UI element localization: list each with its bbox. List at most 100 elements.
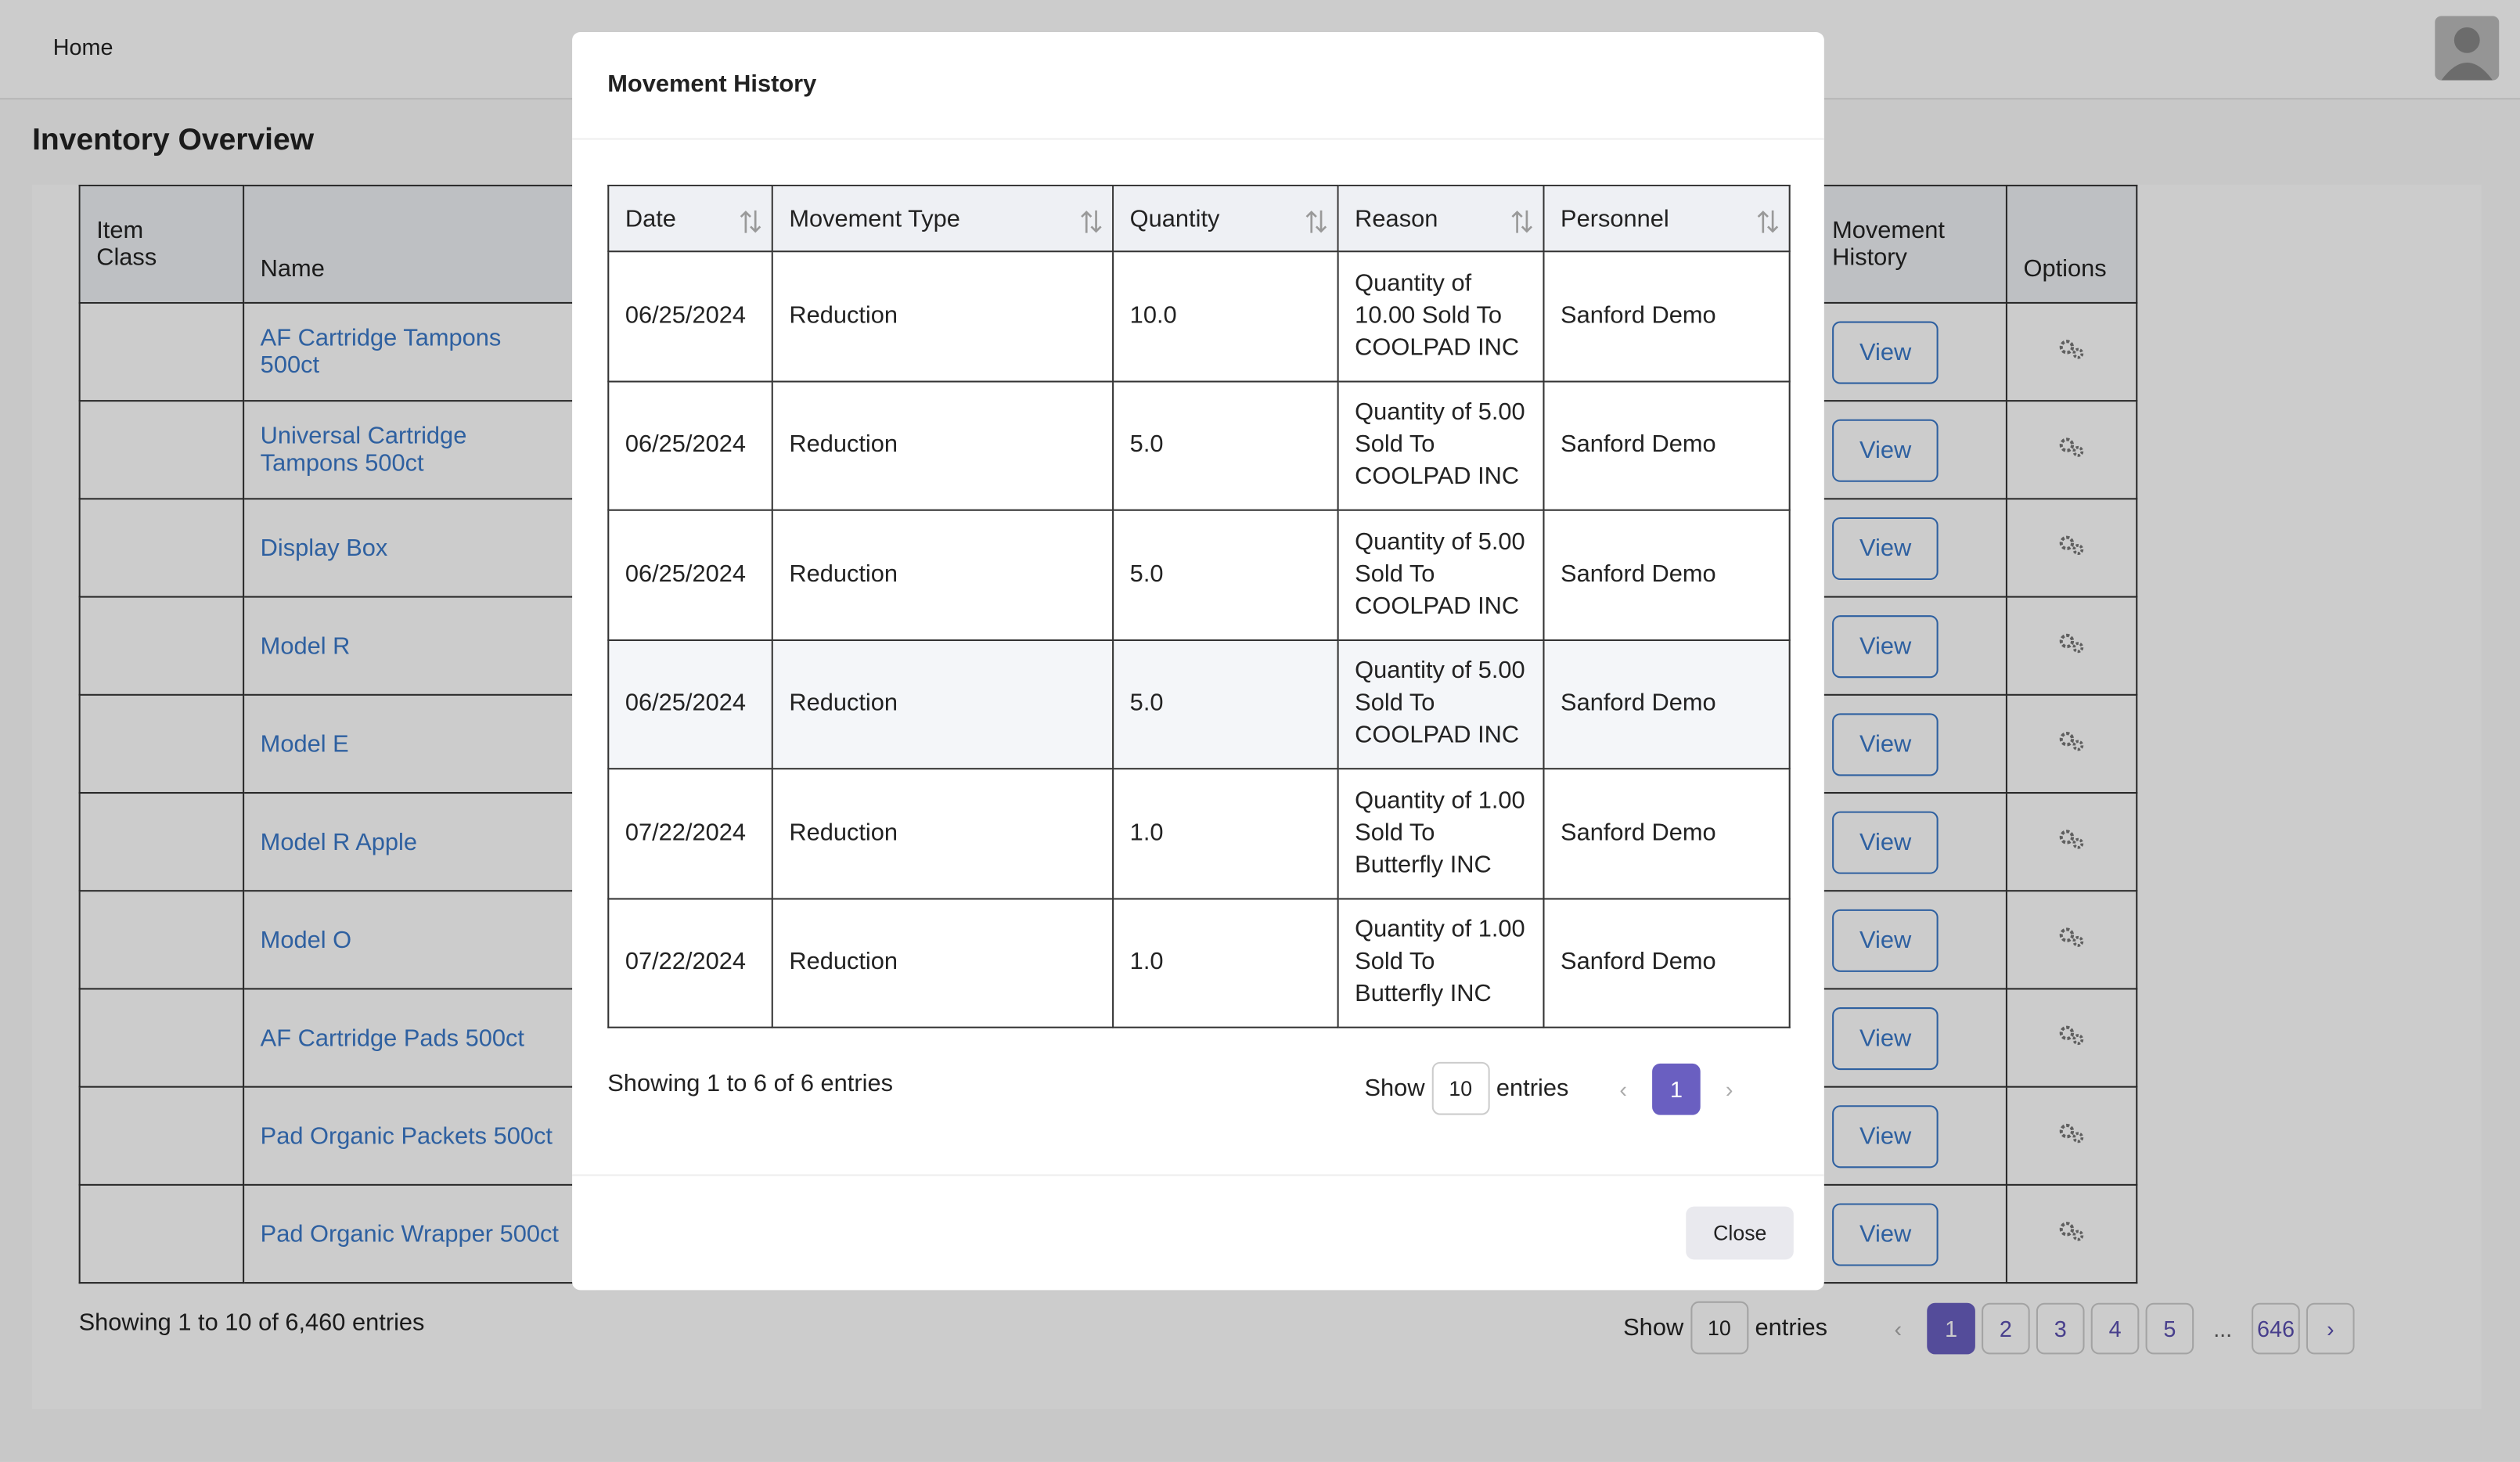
date-cell: 06/25/2024 [607,380,773,511]
item-class-cell [78,988,245,1088]
type-cell: Reduction [771,768,1114,899]
quantity-cell: 1.0 [1112,897,1339,1028]
page-size-select[interactable]: 10 [1690,1301,1749,1355]
header-cell[interactable]: Movement Type [771,185,1114,253]
item-class-cell [78,498,245,598]
view-button[interactable]: View [1832,712,1939,776]
options-icon[interactable] [2057,1025,2086,1053]
name-cell: Model O [243,890,582,990]
modal: Movement History Date Movement Type Quanti… [572,32,1824,1291]
prev-page[interactable]: ‹ [1619,1075,1627,1102]
view-button[interactable]: View [1832,418,1939,481]
item-link[interactable]: Model O [260,926,352,954]
item-class-cell [78,596,245,696]
date-cell: 07/22/2024 [607,897,773,1028]
type-cell: Reduction [771,380,1114,511]
options-cell [2005,1183,2138,1284]
item-link[interactable]: Model R Apple [260,828,418,856]
options-icon[interactable] [2057,1221,2086,1248]
item-link[interactable]: Pad Organic Packets 500ct [260,1122,553,1150]
view-button[interactable]: View [1832,810,1939,873]
header-cell[interactable]: Personnel [1543,185,1791,253]
view-button[interactable]: View [1832,320,1939,384]
header-cell[interactable]: Name [243,185,582,304]
next-page[interactable]: › [1725,1075,1733,1102]
options-cell [2005,693,2138,794]
history-cell: View [1814,400,2007,500]
next-page[interactable]: › [2306,1302,2355,1354]
table-info: Showing 1 to 10 of 6,460 entries [78,1309,425,1337]
view-button[interactable]: View [1832,516,1939,579]
options-icon[interactable] [2057,535,2086,563]
page-button[interactable]: 4 [2090,1302,2140,1354]
options-icon[interactable] [2057,437,2086,464]
page-button[interactable]: 2 [1982,1302,2030,1354]
date-cell: 07/22/2024 [607,768,773,899]
close-button[interactable]: Close [1686,1206,1795,1260]
item-link[interactable]: AF Cartridge Pads 500ct [260,1024,524,1052]
options-cell [2005,1086,2138,1186]
options-icon[interactable] [2057,339,2086,366]
header-cell[interactable]: Quantity [1112,185,1339,253]
item-link[interactable]: AF Cartridge Tampons 500ct [260,324,502,380]
date-cell: 06/25/2024 [607,638,773,770]
header-cell[interactable]: Item Class [78,185,245,304]
show-label: Show [1623,1314,1684,1342]
sort-icon [1757,209,1780,241]
options-icon[interactable] [2057,829,2086,856]
view-button[interactable]: View [1832,614,1939,678]
page-button[interactable]: 1 [1927,1302,1975,1354]
item-class-cell [78,693,245,794]
options-icon[interactable] [2057,633,2086,661]
reason-cell: Quantity of 5.00 Sold To COOLPAD INC [1337,380,1545,511]
history-cell: View [1814,301,2007,402]
date-cell: 06/25/2024 [607,509,773,640]
reason-cell: Quantity of 10.00 Sold To COOLPAD INC [1337,250,1545,382]
name-cell: Pad Organic Wrapper 500ct [243,1183,582,1284]
item-class-cell [78,301,245,402]
name-cell: Model R [243,596,582,696]
page-button[interactable]: 3 [2036,1302,2085,1354]
header-label: Movement Type [789,204,960,232]
view-button[interactable]: View [1832,1006,1939,1070]
quantity-cell: 10.0 [1112,250,1339,382]
page-button[interactable]: ... [2213,1315,2233,1341]
name-cell: Display Box [243,498,582,598]
header-cell[interactable]: Date [607,185,773,253]
movement-table: Date Movement Type Quantity Reason Personnel… [607,185,1791,1028]
modal-title: Movement History [607,70,817,99]
options-icon[interactable] [2057,927,2086,954]
page-button[interactable]: 646 [2252,1302,2300,1354]
options-cell [2005,791,2138,892]
type-cell: Reduction [771,509,1114,640]
table-body: 06/25/2024 Reduction 10.0 Quantity of 10.00… [607,250,1791,1028]
page-button[interactable]: 1 [1652,1062,1701,1115]
view-button[interactable]: View [1832,1202,1939,1266]
avatar[interactable] [2435,16,2500,81]
view-button[interactable]: View [1832,908,1939,971]
item-link[interactable]: Model R [260,632,351,660]
options-cell [2005,301,2138,402]
reason-cell: Quantity of 1.00 Sold To Butterfly INC [1337,768,1545,899]
options-cell [2005,890,2138,990]
options-icon[interactable] [2057,1123,2086,1151]
item-link[interactable]: Display Box [260,534,388,562]
prev-page[interactable]: ‹ [1894,1315,1903,1341]
view-button[interactable]: View [1832,1104,1939,1168]
item-class-cell [78,400,245,500]
header-label: Options [2023,255,2107,283]
page-button[interactable]: 5 [2145,1302,2194,1354]
header-cell[interactable]: Movement History [1814,185,2007,304]
item-link[interactable]: Universal Cartridge Tampons 500ct [260,422,467,477]
header-cell[interactable]: Reason [1337,185,1545,253]
page-size-select[interactable]: 10 [1431,1061,1490,1115]
item-link[interactable]: Model E [260,729,349,758]
options-icon[interactable] [2057,731,2086,758]
header-label: Movement History [1832,217,1945,272]
show-label: Show [1364,1075,1425,1103]
item-link[interactable]: Pad Organic Wrapper 500ct [260,1220,559,1248]
history-cell: View [1814,890,2007,990]
home-link[interactable]: Home [52,34,113,59]
type-cell: Reduction [771,897,1114,1028]
options-cell [2005,988,2138,1088]
